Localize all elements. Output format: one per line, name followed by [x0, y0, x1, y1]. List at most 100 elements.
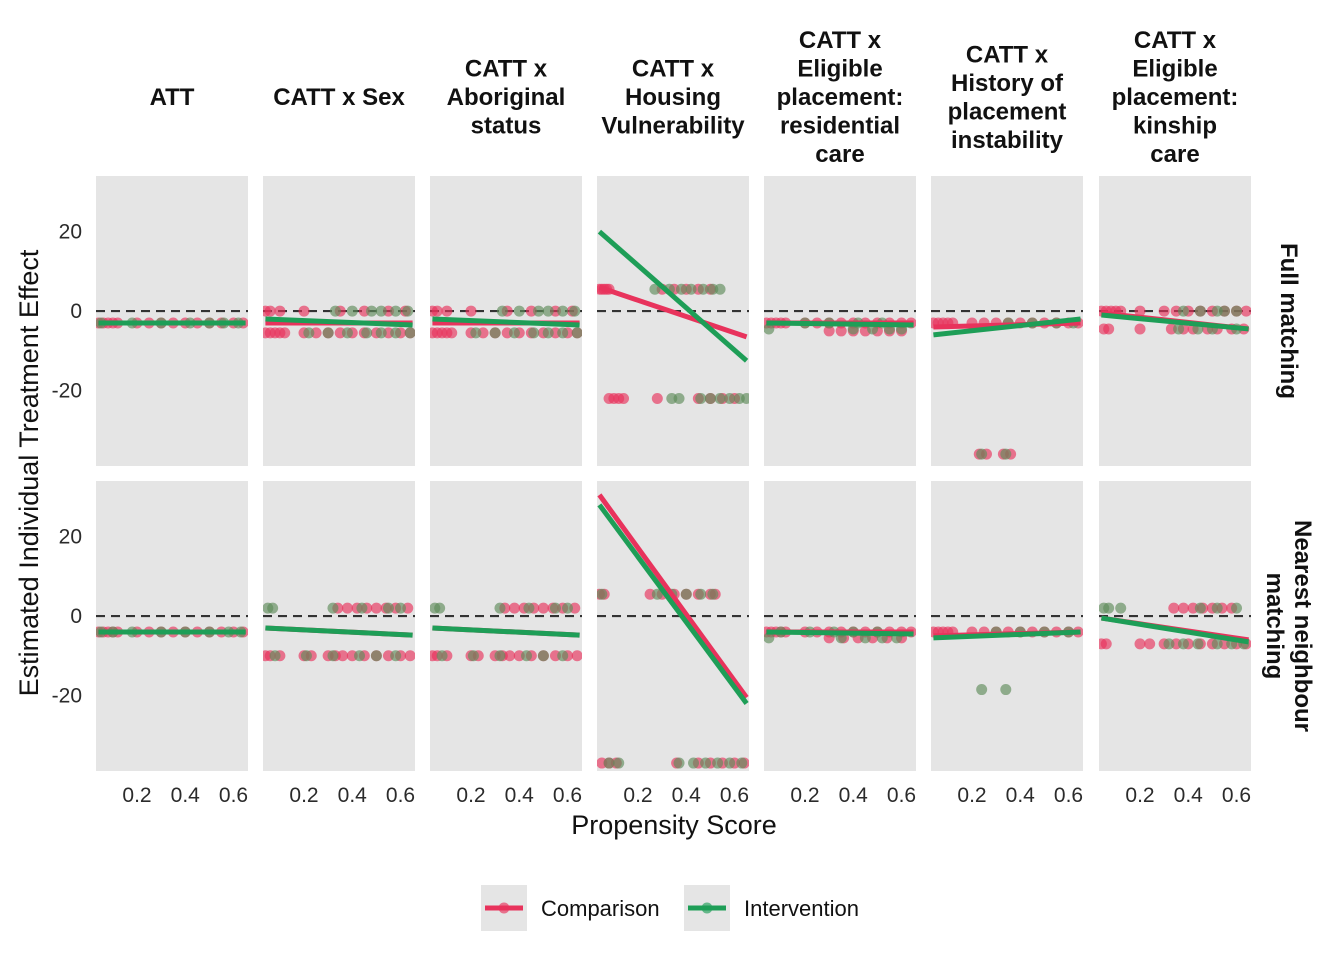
data-point — [823, 325, 835, 337]
data-point — [337, 650, 349, 662]
legend-label: Intervention — [744, 896, 859, 921]
data-point — [714, 392, 726, 404]
data-point — [375, 305, 387, 317]
data-point — [533, 305, 545, 317]
data-point — [404, 650, 415, 662]
fit-line — [766, 320, 914, 328]
data-point — [467, 650, 479, 662]
fit-line — [933, 629, 1081, 641]
column-strip-label: CATT x — [1134, 27, 1217, 54]
y-tick-label: 0 — [70, 605, 82, 628]
data-point — [613, 757, 625, 769]
x-tick-label: 0.6 — [1222, 784, 1251, 807]
data-point — [695, 588, 707, 600]
fit-line — [933, 316, 1081, 338]
data-point — [513, 305, 525, 317]
data-point — [274, 305, 286, 317]
column-strip-label: placement — [948, 98, 1067, 125]
data-point — [390, 305, 402, 317]
legend: Comparison Intervention — [481, 885, 859, 931]
data-point — [1134, 638, 1146, 650]
data-point — [370, 650, 382, 662]
data-point — [724, 757, 736, 769]
panel — [1099, 481, 1251, 771]
data-point — [571, 327, 582, 339]
x-tick-label: 0.4 — [505, 784, 535, 807]
y-tick-label: -20 — [52, 380, 82, 403]
x-tick-label: 0.2 — [623, 784, 652, 807]
data-point — [1194, 602, 1206, 614]
panel-background — [764, 481, 916, 771]
data-point — [1134, 323, 1146, 335]
panel — [931, 176, 1083, 466]
data-point — [341, 327, 353, 339]
fit-line — [432, 625, 580, 638]
fit-line — [597, 493, 749, 699]
column-strip-label: CATT x — [966, 41, 1049, 68]
data-point — [597, 588, 608, 600]
data-point — [1211, 638, 1223, 650]
data-point — [1194, 305, 1206, 317]
data-point — [1231, 602, 1243, 614]
data-point — [370, 602, 382, 614]
data-point — [1158, 305, 1170, 317]
data-point — [489, 327, 501, 339]
x-tick-label: 0.2 — [456, 784, 485, 807]
data-point — [1103, 602, 1115, 614]
data-point — [714, 283, 726, 295]
data-point — [327, 602, 339, 614]
fit-line — [597, 503, 749, 705]
data-point — [390, 327, 402, 339]
row-strip-label: Full matching — [1275, 243, 1302, 399]
legend-label: Comparison — [541, 896, 660, 921]
data-point — [688, 757, 700, 769]
data-point — [704, 392, 716, 404]
panel-background — [430, 481, 582, 771]
y-tick-label: 20 — [59, 221, 82, 244]
y-axis-title: Estimated Individual Treatment Effect — [14, 249, 44, 696]
data-point — [267, 602, 279, 614]
data-point — [1177, 638, 1189, 650]
data-point — [1231, 305, 1243, 317]
data-point — [549, 602, 561, 614]
data-point — [649, 283, 661, 295]
x-tick-label: 0.4 — [1174, 784, 1204, 807]
panel-background — [96, 481, 248, 771]
data-point — [300, 650, 312, 662]
panel — [263, 176, 415, 466]
x-tick-label: 0.2 — [957, 784, 986, 807]
column-strip-label: instability — [951, 127, 1064, 154]
y-tick-label: 0 — [70, 300, 82, 323]
column-strip-label: placement: — [777, 84, 904, 111]
data-point — [736, 757, 748, 769]
x-tick-label: 0.2 — [1125, 784, 1154, 807]
data-point — [494, 650, 506, 662]
column-strip-label: CATT x — [632, 56, 715, 83]
fit-line — [766, 629, 914, 637]
data-point — [1177, 305, 1189, 317]
data-point — [446, 327, 458, 339]
data-point — [976, 684, 988, 696]
data-point — [764, 323, 775, 335]
x-tick-label: 0.2 — [790, 784, 819, 807]
data-point — [528, 327, 540, 339]
y-tick-label: -20 — [52, 685, 82, 708]
x-tick-label: 0.4 — [839, 784, 869, 807]
y-axis-ticks: 20 0 -20 20 0 -20 — [52, 221, 82, 708]
x-tick-label: 0.4 — [338, 784, 368, 807]
data-point — [651, 588, 663, 600]
row-strip-label: Nearest neighbour — [1289, 520, 1316, 732]
panel — [764, 176, 916, 466]
data-point — [269, 650, 281, 662]
x-tick-label: 0.4 — [672, 784, 702, 807]
fit-line — [1101, 312, 1249, 332]
data-point — [465, 305, 477, 317]
data-point — [562, 602, 574, 614]
data-point — [603, 757, 615, 769]
column-strip-label: CATT x — [465, 56, 548, 83]
data-point — [1177, 602, 1189, 614]
fit-line — [1101, 615, 1249, 645]
data-point — [346, 305, 358, 317]
data-point — [1192, 638, 1204, 650]
